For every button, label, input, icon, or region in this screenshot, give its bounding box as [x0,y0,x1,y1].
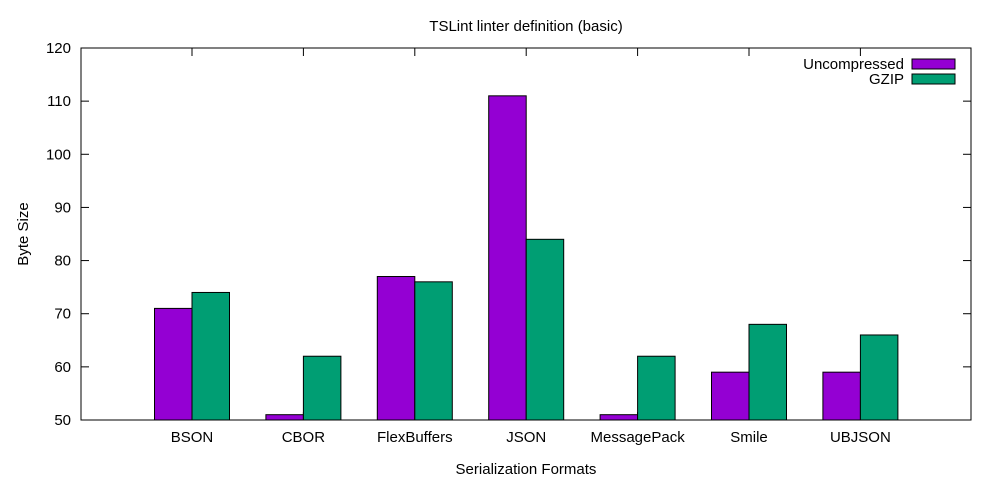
bar-gzip-messagepack [637,355,676,421]
x-tick-label: MessagePack [590,429,685,446]
x-tick-label: JSON [506,429,546,446]
y-tick-label: 50 [54,412,71,429]
bar-uncompressed-smile [711,371,750,421]
x-tick-label: FlexBuffers [377,429,453,446]
legend-label: GZIP [869,71,904,88]
y-tick-label: 60 [54,359,71,376]
bar-uncompressed-flexbuffers [376,276,416,421]
bar-gzip-cbor [302,355,342,421]
bar-uncompressed-messagepack [599,414,639,421]
bar-uncompressed-json [488,95,527,421]
legend-label: Uncompressed [803,56,904,73]
bar-gzip-bson [191,291,230,421]
bar-gzip-ubjson [859,334,899,421]
bar-uncompressed-ubjson [822,371,861,421]
bar-gzip-json [525,238,565,421]
bar-uncompressed-bson [154,307,193,421]
y-tick-label: 80 [54,253,71,270]
y-tick-label: 100 [46,146,71,163]
bar-uncompressed-cbor [265,414,304,421]
bars [154,95,899,421]
y-axis-label: Byte Size [15,202,32,265]
bar-gzip-flexbuffers [414,281,453,421]
x-axis-ticks: BSON CBOR FlexBuffers JSON MessagePack Smile U… [171,48,891,446]
x-tick-label: CBOR [282,429,326,446]
y-axis-ticks: 50 60 70 80 90 100 110 120 [46,40,971,429]
chart-title: TSLint linter definition (basic) [429,18,622,35]
y-tick-label: 120 [46,40,71,57]
x-tick-label: BSON [171,429,214,446]
x-axis-label: Serialization Formats [456,461,597,478]
bar-gzip-smile [748,323,787,421]
plot-frame [80,47,972,421]
x-tick-label: Smile [730,429,768,446]
y-tick-label: 90 [54,199,71,216]
y-tick-label: 70 [54,306,71,323]
x-tick-label: UBJSON [830,429,891,446]
y-tick-label: 110 [47,93,71,110]
legend-swatch [911,73,956,85]
legend-swatch [911,58,956,70]
